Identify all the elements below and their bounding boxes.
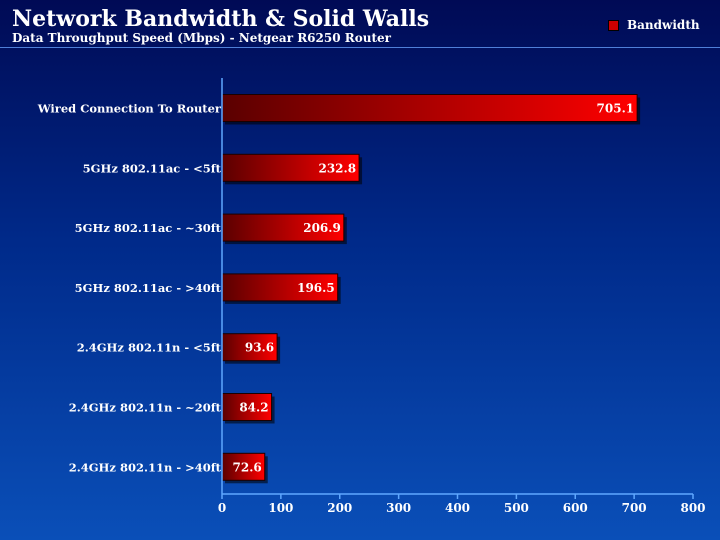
category-label: 5GHz 802.11ac - >40ft [75, 281, 222, 295]
header-divider [0, 47, 720, 48]
category-label: 5GHz 802.11ac - <5ft [83, 161, 222, 175]
x-tick-label: 400 [445, 501, 470, 515]
bar [221, 94, 638, 122]
category-label: Wired Connection To Router [37, 102, 222, 116]
bar-value-label: 84.2 [239, 401, 268, 415]
x-tick-label: 200 [327, 501, 352, 515]
category-label: 2.4GHz 802.11n - <5ft [77, 341, 222, 355]
bar [221, 452, 266, 481]
bar-value-label: 232.8 [318, 161, 356, 175]
bar-value-label: 196.5 [297, 281, 335, 295]
bar-value-label: 72.6 [233, 460, 262, 474]
x-tick-label: 800 [680, 501, 705, 515]
category-label: 5GHz 802.11ac - ~30ft [75, 221, 222, 235]
bar-value-label: 93.6 [245, 341, 274, 355]
bar-value-label: 206.9 [303, 221, 341, 235]
x-tick-label: 100 [268, 501, 293, 515]
bar [221, 333, 278, 362]
x-tick-label: 0 [218, 501, 226, 515]
chart-header: Network Bandwidth & Solid Walls Data Thr… [0, 0, 720, 48]
bars-layer: 705.1 Wired Connection To Router 232.8 5GHz… [37, 94, 641, 484]
x-tick-label: 600 [563, 501, 588, 515]
x-tick-label: 500 [504, 501, 529, 515]
x-tick-label: 700 [622, 501, 647, 515]
category-label: 2.4GHz 802.11n - >40ft [69, 460, 222, 474]
bar-value-label: 705.1 [597, 102, 635, 116]
x-tick-label: 300 [386, 501, 411, 515]
legend: Bandwidth [608, 18, 700, 32]
legend-swatch [608, 19, 619, 31]
chart-subtitle: Data Throughput Speed (Mbps) - Netgear R… [12, 31, 391, 45]
chart-title: Network Bandwidth & Solid Walls [12, 6, 430, 32]
axis-layer: 0 100 200 300 400 500 600 700 800 [218, 78, 706, 515]
category-label: 2.4GHz 802.11n - ~20ft [69, 401, 222, 415]
legend-label: Bandwidth [627, 18, 700, 32]
bar [221, 273, 339, 302]
